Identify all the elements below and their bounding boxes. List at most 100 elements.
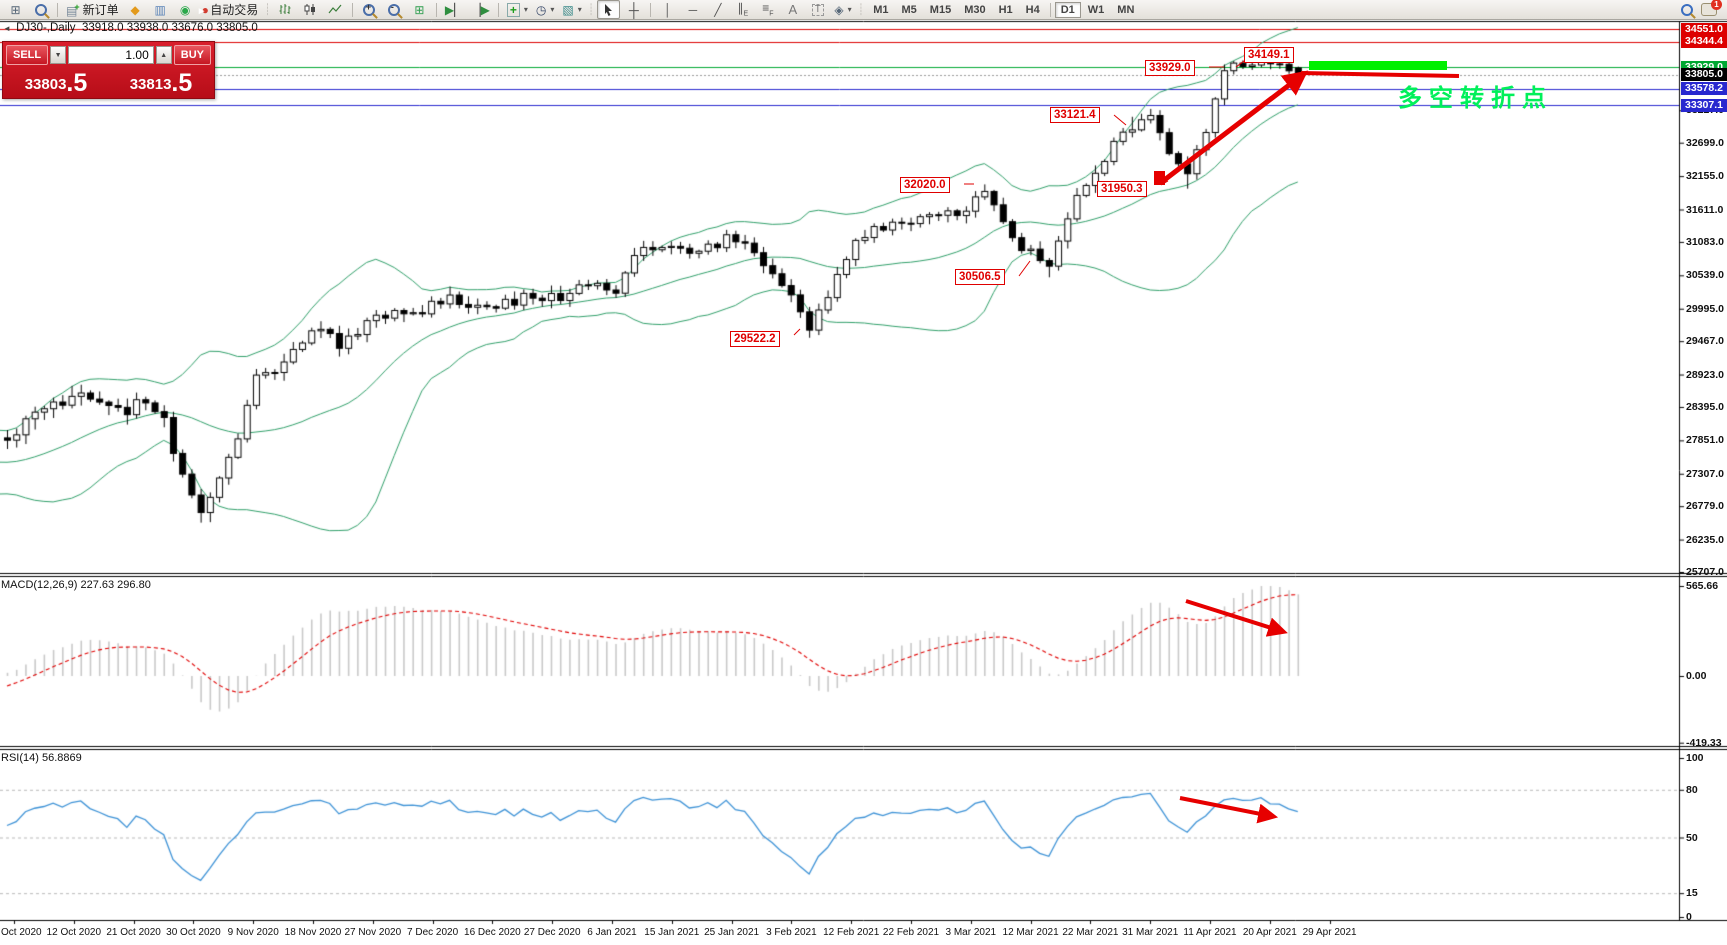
one-click-trade-panel: SELL ▼ 1.00 ▲ BUY 33803 .5 33813 .5	[2, 41, 215, 99]
sell-price-main: 33803	[24, 76, 67, 93]
volume-up-button[interactable]: ▲	[155, 46, 172, 64]
rsi-axis-tick: 100	[1686, 752, 1704, 764]
price-annotation-label[interactable]: 34149.1	[1244, 47, 1294, 63]
timeframe-h4[interactable]: H4	[1025, 3, 1040, 16]
auto-scroll-button[interactable]: ▶▏	[442, 0, 466, 19]
periods-clock-icon: ◷	[535, 2, 547, 17]
price-annotation-label[interactable]: 30506.5	[955, 269, 1005, 285]
date-axis-label: 25 Jan 2021	[704, 927, 760, 938]
timeframe-m5[interactable]: M5	[901, 3, 917, 16]
price-axis-tick: 31083.0	[1686, 235, 1724, 248]
timeframe-mn[interactable]: MN	[1117, 3, 1135, 16]
signals-button[interactable]: ◉	[174, 0, 197, 19]
date-axis-label: 27 Dec 2020	[523, 927, 581, 938]
date-axis-label: 30 Oct 2020	[166, 927, 221, 938]
toolbar-separator	[351, 2, 353, 17]
price-annotation-label[interactable]: 32020.0	[900, 177, 950, 193]
timeframe-h1[interactable]: H1	[998, 3, 1013, 16]
date-axis-label: 12 Feb 2021	[823, 927, 880, 938]
date-axis-label: 7 Dec 2020	[407, 927, 459, 938]
toolbar-right: 1	[1681, 0, 1723, 16]
autotrade-icon: ●▶	[198, 2, 209, 17]
vertical-line-button[interactable]: │	[656, 0, 679, 19]
new-chart-button[interactable]: ⊞	[4, 0, 27, 19]
trendline-button[interactable]: ╱	[706, 0, 729, 19]
horizontal-line-icon: ─	[688, 2, 698, 17]
chart-shift-icon: ▕▶	[471, 2, 490, 17]
price-annotation-label[interactable]: 29522.2	[730, 331, 780, 347]
chart-ohlc-values: 33918.0 33938.0 33676.0 33805.0	[81, 22, 258, 34]
sell-price[interactable]: 33803 .5	[6, 66, 106, 96]
text-label-button[interactable]: T	[806, 0, 829, 19]
buy-button[interactable]: BUY	[173, 45, 211, 65]
macd-axis-tick: 0.00	[1686, 670, 1707, 682]
buy-price[interactable]: 33813 .5	[111, 66, 211, 96]
arrows-tool-icon: ◈	[834, 2, 844, 17]
zoom-out-icon: -	[388, 3, 401, 16]
chart-title: ◄ DJ30-,Daily 33918.0 33938.0 33676.0 33…	[3, 22, 258, 34]
price-annotation-label[interactable]: 33121.4	[1050, 107, 1100, 123]
text-button[interactable]: A	[781, 0, 804, 19]
date-axis-label: 20 Apr 2021	[1242, 927, 1297, 938]
search-icon[interactable]	[1681, 3, 1693, 16]
publish-icon: ▥	[154, 2, 166, 17]
cursor-button[interactable]	[597, 0, 621, 19]
horizontal-line-button[interactable]: ─	[681, 0, 704, 19]
volume-input[interactable]: 1.00	[68, 46, 154, 64]
sell-price-frac: .5	[66, 69, 88, 97]
price-axis-tick: 27851.0	[1686, 434, 1724, 447]
price-axis-tick: 31611.0	[1686, 203, 1724, 216]
periods-button[interactable]: ◷ ▾	[533, 0, 558, 19]
templates-button[interactable]: ▧ ▾	[559, 0, 584, 19]
date-axis-label: 3 Feb 2021	[766, 927, 817, 938]
date-axis-label: 27 Nov 2020	[344, 927, 402, 938]
price-axis-tick: 32155.0	[1686, 170, 1724, 183]
zoom-in-button[interactable]: +	[358, 0, 381, 19]
new-order-button[interactable]: ▤+ 新订单	[63, 0, 122, 19]
turning-point-annotation[interactable]: 多空转折点	[1398, 85, 1553, 112]
price-axis-tick: 27307.0	[1686, 467, 1724, 480]
publish-button[interactable]: ▥	[149, 0, 172, 19]
group-handle: ┊	[264, 4, 271, 16]
sell-button[interactable]: SELL	[6, 45, 49, 65]
chevron-down-icon: ▾	[550, 5, 555, 14]
chart-line-icon	[328, 4, 342, 14]
market-watch-icon	[34, 3, 47, 16]
arrows-tool-button[interactable]: ◈ ▾	[831, 0, 854, 19]
autotrade-label: 自动交易	[210, 3, 259, 17]
chart-line-button[interactable]	[324, 0, 347, 19]
indicators-button[interactable]: + ▾	[504, 0, 531, 19]
timeframe-m15[interactable]: M15	[929, 3, 952, 16]
crosshair-button[interactable]: ┼	[622, 0, 645, 19]
chart-shift-button[interactable]: ▕▶	[468, 0, 492, 19]
timeframe-m30[interactable]: M30	[964, 3, 986, 16]
date-axis-label: 18 Nov 2020	[284, 927, 342, 938]
notifications-icon[interactable]: 1	[1701, 0, 1722, 16]
chart-bars-button[interactable]	[274, 0, 297, 19]
price-annotation-label[interactable]: 33929.0	[1145, 60, 1195, 76]
timeframe-m1[interactable]: M1	[873, 3, 889, 16]
channel-button[interactable]: ∥E	[731, 0, 754, 19]
price-axis-tick: 29995.0	[1686, 302, 1724, 315]
buy-price-frac: .5	[171, 69, 193, 97]
new-chart-icon: ⊞	[10, 2, 21, 17]
chart-candles-button[interactable]	[299, 0, 322, 19]
volume-down-button[interactable]: ▼	[50, 46, 67, 64]
timeframe-bar: M1 M5 M15 M30 H1 H4 D1 W1 MN	[867, 1, 1140, 18]
signals-icon: ◉	[179, 2, 191, 17]
date-axis-label: 9 Nov 2020	[227, 927, 279, 938]
toolbar-separator	[497, 2, 499, 17]
price-annotation-label[interactable]: 31950.3	[1097, 181, 1147, 197]
arrange-windows-button[interactable]: ⊞	[408, 0, 431, 19]
timeframe-d1[interactable]: D1	[1054, 1, 1081, 18]
market-depth-button[interactable]: ◆	[124, 0, 147, 19]
market-watch-button[interactable]	[29, 0, 52, 19]
timeframe-w1[interactable]: W1	[1087, 3, 1105, 16]
rsi-axis-tick: 50	[1686, 831, 1698, 844]
vertical-line-icon: │	[664, 2, 672, 17]
buy-price-main: 33813	[129, 76, 172, 93]
fibonacci-button[interactable]: ≡F	[756, 0, 779, 19]
zoom-out-button[interactable]: -	[383, 0, 406, 19]
autotrade-button[interactable]: ●▶ 自动交易	[199, 0, 262, 19]
